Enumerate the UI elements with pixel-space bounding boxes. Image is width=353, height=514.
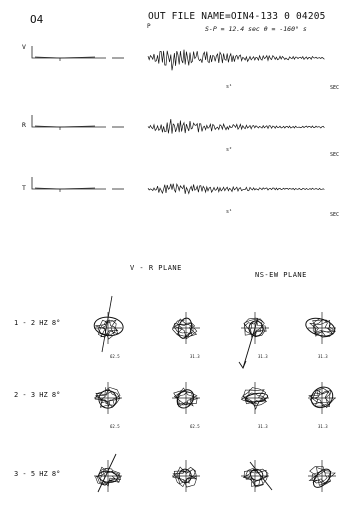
pre-event-axis-v <box>31 46 106 59</box>
hodo-value-2-1: 62.5 <box>110 424 120 429</box>
pre-event-axis-t <box>31 177 106 190</box>
band-label-3-5hz: 3 - 5 HZ 8° <box>14 470 61 478</box>
trace-label-t: T <box>22 184 26 192</box>
vr-plane-title: V - R PLANE <box>130 264 182 272</box>
hodo-trace-3-1 <box>95 466 122 487</box>
hodo-trace-1-1 <box>95 319 119 340</box>
hodo-value-1-2: 31.3 <box>190 354 200 359</box>
hodo-value-2-2: 62.5 <box>190 424 200 429</box>
nsew-plane-title: NS-EW PLANE <box>255 271 307 279</box>
hodo-value-1-1: 62.5 <box>110 354 120 359</box>
sheet-label: O4 <box>30 13 44 26</box>
p-arrival-marker: P <box>147 23 151 30</box>
time-unit-r: SEC <box>330 152 340 158</box>
trace-label-v: V <box>22 43 26 51</box>
s-arrival-marker-t: s¹ <box>226 209 233 215</box>
waveform-v <box>147 49 325 71</box>
hodo-value-2-3: 31.3 <box>258 424 268 429</box>
hodo-ellipse-2-3 <box>245 392 269 403</box>
time-unit-t: SEC <box>330 212 340 218</box>
band-label-2-3hz: 2 - 3 HZ 8° <box>14 391 61 399</box>
pre-event-axis-r <box>31 115 106 128</box>
hodo-trace-2-4 <box>308 387 336 409</box>
s-arrival-marker-v: s¹ <box>226 84 233 90</box>
hodo-spike-3-1 <box>97 453 117 493</box>
hodo-trace-1-4 <box>309 318 336 338</box>
hodo-trace-3-2 <box>172 466 197 488</box>
s-p-time-azimuth: S-P = 12.4 sec θ = -160° s <box>205 25 307 33</box>
hodo-trace-3-4 <box>308 466 336 486</box>
hodo-trace-2-1 <box>94 387 121 408</box>
hodo-trace-1-2 <box>172 318 198 340</box>
waveform-r <box>147 118 325 134</box>
hodo-trace-3-3 <box>242 468 269 488</box>
hodo-arrowhead-1-3 <box>238 360 247 369</box>
waveform-t <box>147 182 325 195</box>
hodo-trace-2-2 <box>173 387 199 408</box>
time-unit-v: SEC <box>330 85 340 91</box>
trace-label-r: R <box>22 121 26 129</box>
hodo-ellipse-3-2 <box>178 468 192 484</box>
hodo-value-2-4: 31.3 <box>318 424 328 429</box>
output-file-title: OUT FILE NAME=OIN4-133 0 04205 <box>148 11 326 22</box>
band-label-1-2hz: 1 - 2 HZ 8° <box>14 319 61 327</box>
hodo-ellipse-3-3 <box>250 468 264 481</box>
hodo-trace-1-3 <box>243 317 267 339</box>
hodo-trace-2-3 <box>240 387 268 410</box>
hodo-value-1-4: 31.3 <box>318 354 328 359</box>
hodo-value-1-3: 31.3 <box>258 354 268 359</box>
hodo-arrow-3-3 <box>249 461 273 491</box>
s-arrival-marker-r: s² <box>226 147 233 153</box>
hodo-spike-1-1 <box>101 295 113 353</box>
hodo-arrow-1-3 <box>242 317 259 369</box>
